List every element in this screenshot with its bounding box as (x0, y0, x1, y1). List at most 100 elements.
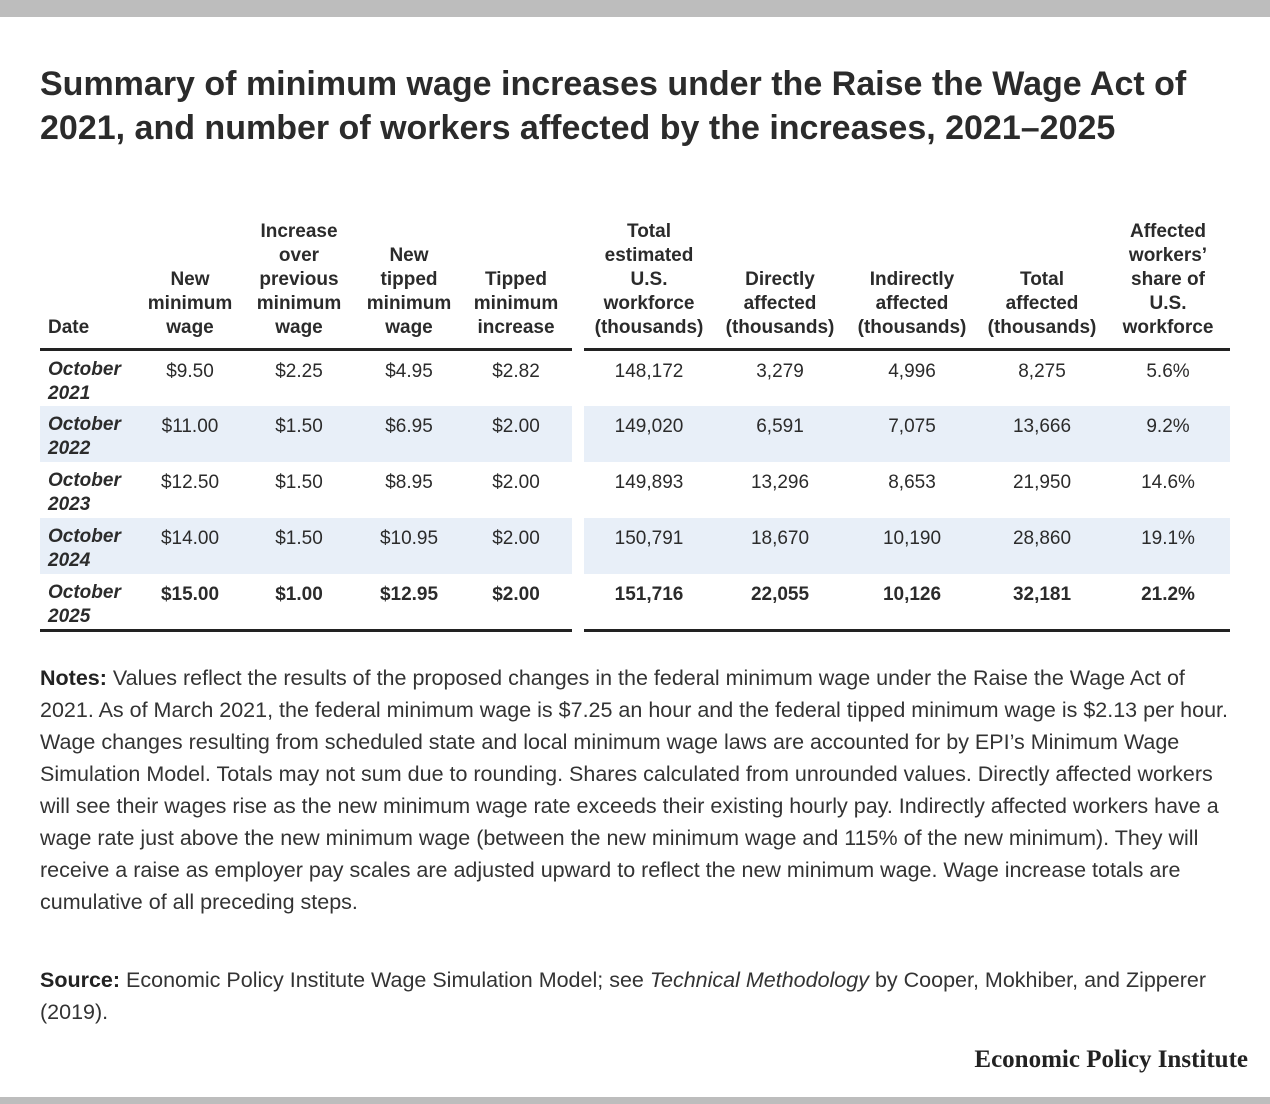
column-header-line: minimum (147, 293, 233, 314)
column-header-line: Tipped (485, 269, 547, 290)
table-cell: $2.82 (492, 361, 540, 382)
table-row: October 2024 $14.00 $1.50 $10.95 $2.00 150,791… (40, 518, 1230, 574)
table-cell: $4.95 (385, 361, 433, 382)
column-header: Directly affected (thousands) (714, 220, 846, 351)
column-header: Tipped minimum increase (460, 220, 572, 351)
table-cell: 149,020 (584, 406, 714, 462)
notes-text: Values reflect the results of the propos… (40, 666, 1228, 914)
table-cell: $14.00 (140, 518, 240, 574)
column-header: New minimum wage (140, 220, 240, 351)
table-cell: 10,190 (846, 518, 978, 574)
column-header-line: (thousands) (857, 317, 967, 338)
column-header-line: Total (1020, 269, 1064, 290)
table-cell: 8,275 (1018, 361, 1066, 382)
table-cell: $10.95 (358, 518, 460, 574)
column-header-line: share of (1131, 269, 1205, 290)
column-header-line: tipped (380, 269, 438, 290)
table-cell: $9.50 (166, 361, 214, 382)
table-cell: 13,666 (978, 406, 1106, 462)
column-header-line: workforce (1122, 317, 1214, 338)
table-cell: $8.95 (385, 472, 433, 493)
notes-label: Notes: (40, 666, 107, 690)
column-gap (572, 220, 584, 350)
source: Source: Economic Policy Institute Wage S… (40, 964, 1235, 1028)
column-header-line: workers’ (1128, 245, 1208, 266)
table-cell: 4,996 (888, 361, 936, 382)
table-cell: 18,670 (714, 518, 846, 574)
table-cell: 14.6% (1141, 472, 1195, 493)
top-border-bar (0, 0, 1270, 17)
table-row: October 2025 $15.00 $1.00 $12.95 $2.00 151,716… (40, 574, 1230, 632)
date-year: 2023 (48, 494, 91, 515)
source-label: Source: (40, 968, 121, 992)
column-header-line: workforce (603, 293, 695, 314)
table-cell: 151,716 (584, 574, 714, 632)
table-cell: $1.50 (275, 472, 323, 493)
table-body: October 2021 $9.50 $2.25 $4.95 $2.82 148,172 3,… (40, 349, 1230, 632)
table-cell: $2.00 (460, 406, 572, 462)
table-row: October 2022 $11.00 $1.50 $6.95 $2.00 149,020 6… (40, 406, 1230, 462)
source-text-after: by Cooper, Mokhiber, and Zipperer (2019)… (40, 968, 1207, 1024)
column-header-line: (thousands) (987, 317, 1097, 338)
column-header: New tipped minimum wage (358, 220, 460, 351)
column-header-line: New (170, 269, 210, 290)
table-cell: 5.6% (1146, 361, 1190, 382)
column-header: Date (40, 220, 140, 351)
date-cell: October 2025 (40, 574, 140, 632)
column-header-line: Directly (745, 269, 815, 290)
column-header-line: (thousands) (594, 317, 704, 338)
column-header: Affected workers’ share of U.S. workforce (1106, 220, 1230, 351)
column-header-line: over (278, 245, 320, 266)
column-header: Total affected (thousands) (978, 220, 1106, 351)
column-gap (572, 518, 584, 574)
column-header-line: U.S. (1149, 293, 1187, 314)
table-cell: 149,893 (614, 472, 684, 493)
column-header: Total estimated U.S. workforce (thousands) (584, 220, 714, 351)
header-row: Date New minimum wage Increase over previous mi… (40, 220, 1230, 351)
table-cell: $2.00 (492, 472, 540, 493)
column-header-line: Date (48, 317, 90, 338)
column-header-line: Total (627, 221, 671, 242)
table-cell: $15.00 (140, 574, 240, 632)
table-cell: 6,591 (714, 406, 846, 462)
date-month: October (48, 470, 121, 491)
column-header-line: minimum (473, 293, 559, 314)
table-cell: $2.25 (275, 361, 323, 382)
date-cell: October 2023 (40, 462, 140, 518)
table-cell: 28,860 (978, 518, 1106, 574)
column-header-line: minimum (256, 293, 342, 314)
column-gap (572, 462, 584, 518)
table-cell: $2.00 (460, 518, 572, 574)
column-header-line: wage (166, 317, 214, 338)
table-cell: 3,279 (756, 361, 804, 382)
table-cell: $1.00 (240, 574, 358, 632)
column-gap (572, 574, 584, 631)
bottom-border-bar (0, 1097, 1270, 1104)
column-header-line: previous (259, 269, 339, 290)
column-header-line: Indirectly (869, 269, 955, 290)
table-cell: 7,075 (846, 406, 978, 462)
column-header-line: Increase (260, 221, 338, 242)
date-month: October (48, 414, 121, 435)
table-cell: $2.00 (460, 574, 572, 632)
table-cell: $11.00 (140, 406, 240, 462)
table-row: October 2023 $12.50 $1.50 $8.95 $2.00 149,893 1… (40, 462, 1230, 518)
column-header-line: estimated (604, 245, 694, 266)
column-header: Increase over previous minimum wage (240, 220, 358, 351)
table-cell: 10,126 (846, 574, 978, 632)
table-cell: 13,296 (750, 472, 810, 493)
table-cell: 8,653 (888, 472, 936, 493)
column-header-line: affected (743, 293, 817, 314)
table-cell: $12.50 (160, 472, 220, 493)
column-header-line: affected (875, 293, 949, 314)
table-cell: $12.95 (358, 574, 460, 632)
notes: Notes: Values reflect the results of the… (40, 662, 1235, 918)
date-year: 2024 (48, 550, 91, 571)
table-cell: 148,172 (614, 361, 684, 382)
column-header: Indirectly affected (thousands) (846, 220, 978, 351)
table-cell: 21,950 (1012, 472, 1072, 493)
column-header-line: wage (275, 317, 323, 338)
page-title: Summary of minimum wage increases under … (40, 65, 1187, 147)
date-cell: October 2022 (40, 406, 140, 462)
table-cell: 150,791 (584, 518, 714, 574)
